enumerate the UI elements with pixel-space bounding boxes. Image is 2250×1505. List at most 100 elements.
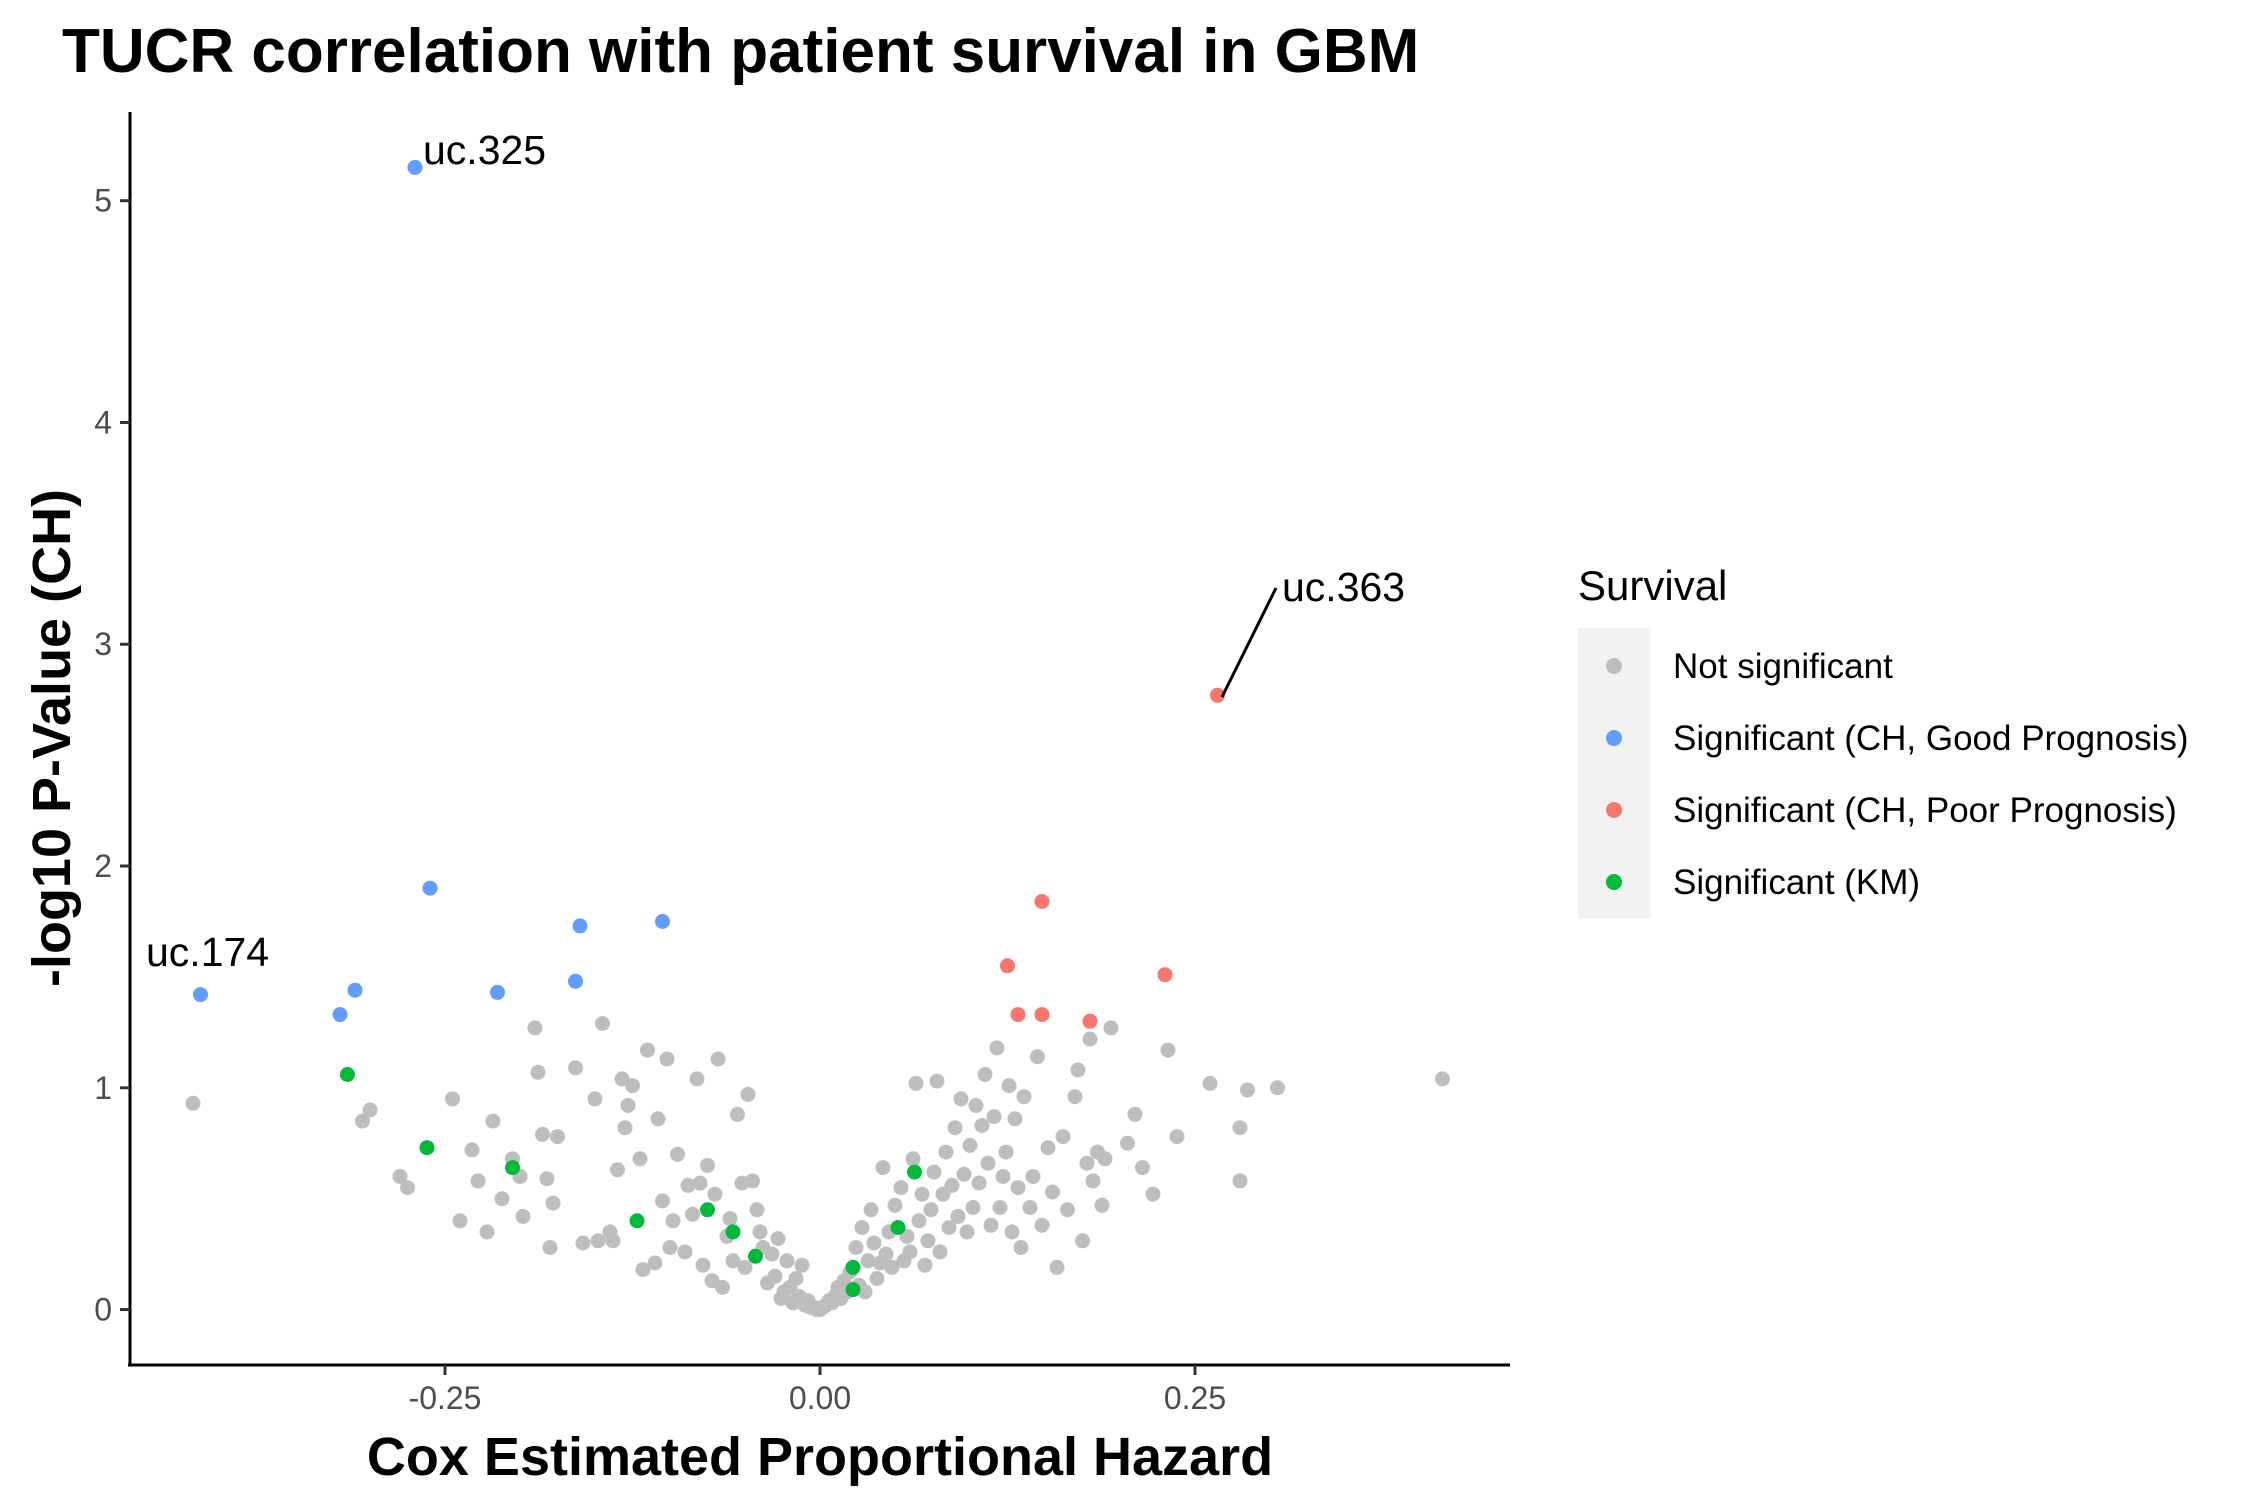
point-not-significant [902, 1244, 918, 1260]
legend-key [1606, 658, 1622, 674]
point-not-significant [965, 1200, 981, 1215]
point-not-significant [692, 1175, 708, 1191]
axes: -0.25 0.00 0.25 0 1 2 3 4 5 [94, 112, 1510, 1416]
legend-key [1606, 802, 1622, 818]
point-not-significant [1040, 1140, 1056, 1156]
annotation-uc325: uc.325 [423, 127, 546, 173]
point-not-significant [938, 1144, 954, 1160]
y-tick-label: 3 [94, 626, 112, 662]
point-not-significant [479, 1224, 495, 1240]
point-not-significant [722, 1211, 738, 1227]
point-not-significant [887, 1197, 903, 1213]
legend-key [1606, 730, 1622, 746]
point-not-significant [905, 1151, 921, 1167]
point-not-significant [1232, 1173, 1248, 1189]
point-not-significant [863, 1202, 879, 1218]
annotations: uc.325 uc.363 uc.174 [146, 127, 1405, 975]
point-not-significant [857, 1284, 873, 1300]
legend-items: Not significant Significant (CH, Good Pro… [1606, 647, 2189, 902]
point-not-significant [1097, 1151, 1113, 1167]
annotation-leader-uc363 [1220, 587, 1278, 698]
point-significant-km [629, 1213, 645, 1229]
data-points [185, 159, 1450, 1318]
point-not-significant [535, 1126, 550, 1142]
point-not-significant [971, 1175, 987, 1191]
point-not-significant [1094, 1197, 1110, 1213]
point-significant-km [419, 1140, 435, 1156]
point-not-significant [980, 1155, 996, 1171]
point-not-significant [950, 1208, 966, 1224]
point-not-significant [740, 1086, 756, 1102]
point-not-significant [1055, 1129, 1071, 1145]
x-tick-label: 0.25 [1164, 1380, 1226, 1416]
point-not-significant [848, 1240, 864, 1255]
point-not-significant [445, 1091, 460, 1107]
point-not-significant [655, 1193, 670, 1209]
point-significant-ch-poor-prognosis [1034, 894, 1050, 909]
point-not-significant [947, 1120, 963, 1136]
point-not-significant [677, 1244, 693, 1260]
point-not-significant [1016, 1089, 1032, 1105]
point-not-significant [866, 1235, 882, 1251]
point-significant-km [505, 1160, 520, 1176]
point-not-significant [715, 1279, 730, 1295]
point-significant-ch-good-prognosis [407, 159, 423, 175]
point-not-significant [1001, 1078, 1017, 1094]
point-significant-ch-good-prognosis [655, 914, 670, 929]
point-not-significant [788, 1271, 804, 1286]
legend-label: Significant (CH, Poor Prognosis) [1673, 791, 2177, 830]
point-not-significant [869, 1271, 885, 1286]
x-tick-label: 0.00 [789, 1380, 851, 1416]
point-not-significant [620, 1098, 636, 1113]
point-not-significant [953, 1091, 969, 1107]
point-significant-ch-poor-prognosis [1210, 687, 1225, 703]
point-not-significant [590, 1233, 606, 1249]
point-not-significant [542, 1240, 558, 1255]
point-not-significant [730, 1106, 745, 1122]
point-not-significant [670, 1146, 685, 1162]
point-not-significant [875, 1160, 891, 1176]
point-not-significant [908, 1075, 924, 1091]
point-not-significant [1160, 1042, 1176, 1058]
point-not-significant [725, 1253, 741, 1269]
point-not-significant [920, 1233, 936, 1249]
point-not-significant [992, 1200, 1008, 1215]
point-not-significant [527, 1020, 543, 1036]
point-not-significant [1013, 1240, 1029, 1255]
point-not-significant [1022, 1200, 1038, 1215]
point-not-significant [745, 1173, 760, 1189]
point-not-significant [1030, 1049, 1045, 1065]
point-not-significant [1082, 1031, 1098, 1047]
point-not-significant [485, 1113, 501, 1129]
point-not-significant [185, 1095, 201, 1111]
point-not-significant [1103, 1020, 1119, 1036]
point-not-significant [998, 1144, 1014, 1160]
point-not-significant [1169, 1129, 1185, 1145]
legend-key-background [1578, 628, 1651, 918]
point-not-significant [700, 1157, 715, 1173]
point-not-significant [1435, 1071, 1450, 1087]
point-not-significant [680, 1177, 696, 1193]
point-not-significant [1049, 1259, 1065, 1275]
point-not-significant [1010, 1180, 1026, 1196]
point-not-significant [1004, 1224, 1020, 1240]
point-not-significant [1232, 1120, 1248, 1136]
point-not-significant [625, 1078, 640, 1094]
point-not-significant [893, 1180, 909, 1196]
point-significant-ch-poor-prognosis [1000, 958, 1015, 974]
annotation-uc174: uc.174 [146, 929, 269, 975]
point-not-significant [530, 1064, 546, 1080]
point-not-significant [515, 1208, 531, 1224]
point-not-significant [914, 1186, 930, 1202]
legend-label: Significant (CH, Good Prognosis) [1673, 719, 2189, 758]
point-not-significant [854, 1220, 870, 1235]
point-significant-ch-good-prognosis [422, 880, 438, 896]
point-not-significant [932, 1244, 948, 1260]
point-not-significant [956, 1166, 972, 1182]
point-not-significant [659, 1051, 675, 1067]
point-significant-km [890, 1220, 906, 1235]
point-not-significant [355, 1113, 370, 1129]
legend-key [1606, 874, 1622, 890]
point-not-significant [1240, 1082, 1255, 1098]
point-significant-km [700, 1202, 715, 1218]
